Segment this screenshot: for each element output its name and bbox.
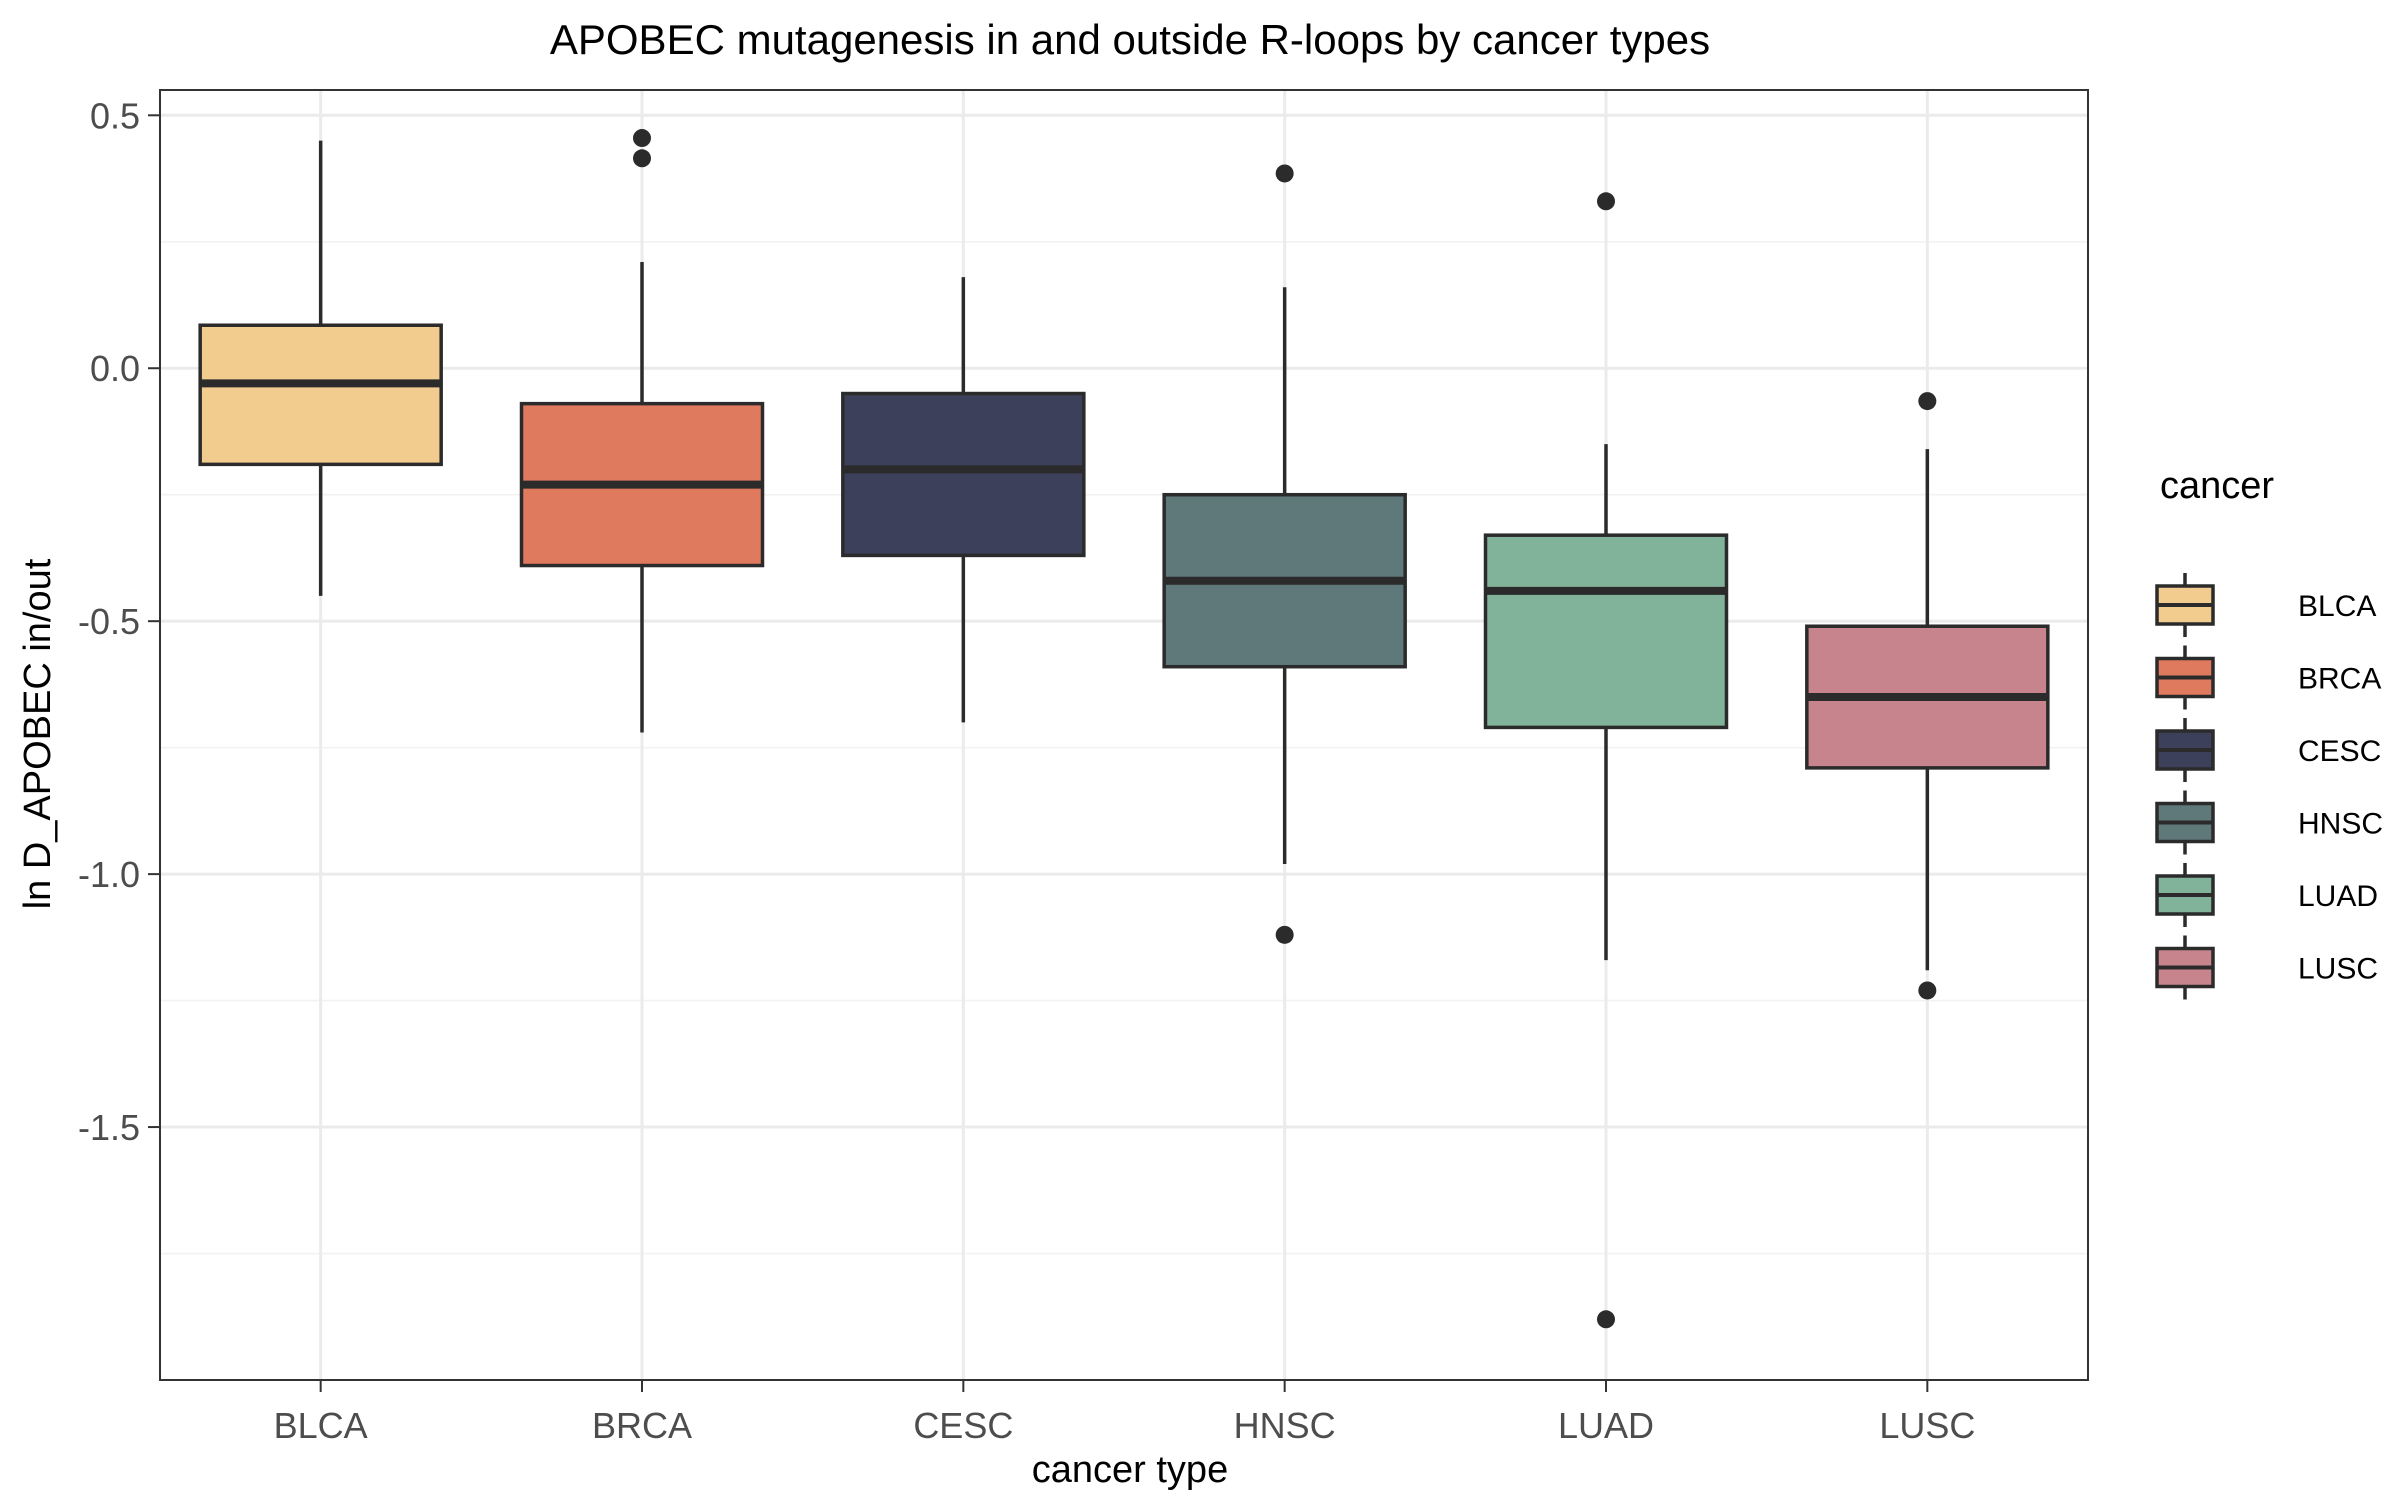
x-axis-title: cancer type [1032, 1449, 1228, 1491]
box-cesc [841, 277, 1086, 723]
chart-title: APOBEC mutagenesis in and outside R-loop… [550, 16, 1710, 63]
outlier-point [1597, 1310, 1615, 1329]
outlier-point [1597, 192, 1615, 211]
legend-title: cancer [2160, 465, 2274, 507]
legend-label: CESC [2298, 735, 2381, 768]
box-body [198, 323, 443, 467]
y-tick-label: 0.5 [90, 95, 140, 136]
legend-label: LUSC [2298, 953, 2378, 986]
outlier-point [633, 149, 651, 168]
box-body [841, 391, 1086, 558]
x-tick-label: HNSC [1234, 1405, 1336, 1446]
legend-item-hnsc: HNSC [2155, 790, 2383, 855]
box-hnsc [1162, 164, 1407, 944]
legend-item-lusc: LUSC [2155, 935, 2378, 1000]
box-body [1483, 533, 1729, 730]
x-tick-label: BLCA [274, 1405, 368, 1446]
box-lusc [1805, 392, 2050, 1000]
legend-item-luad: LUAD [2155, 863, 2378, 927]
grid-lines [160, 90, 2088, 1380]
legend-label: BLCA [2298, 590, 2376, 623]
plot-area [198, 129, 2050, 1329]
outlier-point [1918, 392, 1937, 411]
legend-item-brca: BRCA [2155, 645, 2381, 710]
x-tick-label: CESC [913, 1405, 1013, 1446]
y-tick-label: 0.0 [90, 348, 140, 389]
y-axis-title: ln D_APOBEC in/out [17, 558, 59, 909]
box-luad [1483, 192, 1729, 1329]
panel-background [160, 90, 2088, 1380]
x-tick-label: LUSC [1879, 1405, 1975, 1446]
outlier-point [1275, 164, 1294, 183]
x-tick-label: LUAD [1558, 1405, 1654, 1446]
legend-label: LUAD [2298, 880, 2378, 913]
box-blca [198, 140, 443, 596]
y-tick-label: -1.0 [78, 854, 140, 895]
legend-item-blca: BLCA [2155, 573, 2376, 637]
x-tick-label: BRCA [592, 1405, 692, 1446]
legend-label: HNSC [2298, 808, 2383, 841]
outlier-point [633, 129, 651, 148]
panel-border [159, 89, 2089, 1381]
outlier-point [1918, 981, 1937, 1000]
outlier-point [1275, 925, 1294, 944]
box-brca [519, 129, 765, 733]
y-tick-label: -1.5 [78, 1107, 140, 1148]
axes: 0.5 0.0 -0.5 -1.0 -1.5 BLCA BRCA CESC HNSC LUAD LU… [78, 89, 2089, 1446]
legend: BLCA BRCA CESC HNSC LUAD LUSC [2155, 573, 2383, 1000]
y-tick-label: -0.5 [78, 601, 140, 642]
legend-item-cesc: CESC [2155, 718, 2381, 782]
legend-label: BRCA [2298, 663, 2381, 696]
